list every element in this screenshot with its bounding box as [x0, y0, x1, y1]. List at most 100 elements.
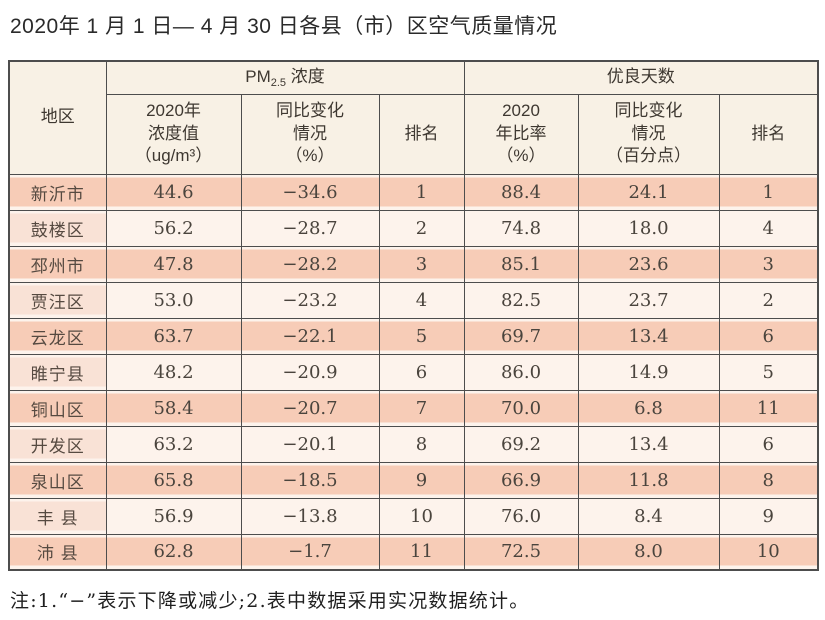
good-change-cell: 23.6 [577, 245, 720, 283]
good-ratio-cell: 85.1 [463, 245, 579, 283]
good-change-cell: 23.7 [577, 281, 720, 319]
pm-change-cell: −13.8 [240, 497, 380, 535]
pm-rank-cell: 10 [378, 497, 465, 535]
good-rank-cell: 6 [718, 425, 819, 463]
good-ratio-cell: 70.0 [463, 389, 579, 427]
table-row: 鼓楼区 56.2 −28.7 2 74.8 18.0 4 [8, 209, 819, 247]
pm-change-cell: −18.5 [240, 461, 380, 499]
table-body: 新沂市 44.6 −34.6 1 88.4 24.1 1 鼓楼区 56.2 −28.7 2 74.8 1… [8, 173, 819, 571]
footnote: 注:1.“−”表示下降或减少;2.表中数据采用实况数据统计。 [10, 590, 530, 612]
region-cell: 丰 县 [8, 497, 107, 535]
region-cell: 邳州市 [8, 245, 107, 283]
table-row: 铜山区 58.4 −20.7 7 70.0 6.8 11 [8, 389, 819, 427]
table-row: 睢宁县 48.2 −20.9 6 86.0 14.9 5 [8, 353, 819, 391]
pm-value-cell: 63.7 [105, 317, 242, 355]
pm-change-cell: −22.1 [240, 317, 380, 355]
pm-change-cell: −1.7 [240, 533, 380, 571]
pm-value-cell: 65.8 [105, 461, 242, 499]
good-change-cell: 6.8 [577, 389, 720, 427]
good-ratio-cell: 76.0 [463, 497, 579, 535]
pm-rank-cell: 11 [378, 533, 465, 571]
pm-value-cell: 53.0 [105, 281, 242, 319]
region-cell: 新沂市 [8, 173, 107, 211]
pm-value-cell: 56.2 [105, 209, 242, 247]
table-header: 地区 PM2.5 浓度 优良天数 2020年 浓度值 （ug/m³） 同比变化 … [8, 60, 819, 175]
good-rank-cell: 11 [718, 389, 819, 427]
region-cell: 沛 县 [8, 533, 107, 571]
pm-rank-cell: 1 [378, 173, 465, 211]
pm-value-cell: 56.9 [105, 497, 242, 535]
table-row: 沛 县 62.8 −1.7 11 72.5 8.0 10 [8, 533, 819, 571]
pm-change-cell: −34.6 [240, 173, 380, 211]
table-row: 新沂市 44.6 −34.6 1 88.4 24.1 1 [8, 173, 819, 211]
good-change-cell: 8.4 [577, 497, 720, 535]
region-cell: 鼓楼区 [8, 209, 107, 247]
good-change-cell: 11.8 [577, 461, 720, 499]
pm-rank-cell: 6 [378, 353, 465, 391]
region-cell: 开发区 [8, 425, 107, 463]
col-header-good-rank: 排名 [718, 93, 819, 175]
good-ratio-cell: 82.5 [463, 281, 579, 319]
pm-value-cell: 58.4 [105, 389, 242, 427]
good-ratio-cell: 86.0 [463, 353, 579, 391]
good-rank-cell: 3 [718, 245, 819, 283]
pm-change-cell: −20.1 [240, 425, 380, 463]
region-cell: 泉山区 [8, 461, 107, 499]
good-rank-cell: 5 [718, 353, 819, 391]
good-ratio-cell: 88.4 [463, 173, 579, 211]
pm-change-cell: −20.7 [240, 389, 380, 427]
header-group-row: 地区 PM2.5 浓度 优良天数 [8, 60, 819, 175]
pm-value-cell: 47.8 [105, 245, 242, 283]
pm-change-cell: −28.2 [240, 245, 380, 283]
table-row: 开发区 63.2 −20.1 8 69.2 13.4 6 [8, 425, 819, 463]
pm-rank-cell: 9 [378, 461, 465, 499]
pm-value-cell: 63.2 [105, 425, 242, 463]
pm-value-cell: 62.8 [105, 533, 242, 571]
good-rank-cell: 10 [718, 533, 819, 571]
good-rank-cell: 8 [718, 461, 819, 499]
col-header-pm-value: 2020年 浓度值 （ug/m³） [105, 93, 242, 175]
good-ratio-cell: 66.9 [463, 461, 579, 499]
pm-rank-cell: 4 [378, 281, 465, 319]
col-header-pm-rank: 排名 [378, 93, 465, 175]
col-group-pm25: PM2.5 浓度 [105, 60, 465, 95]
header-sub-row: 2020年 浓度值 （ug/m³） 同比变化 情况 （%） 排名 2020 年比… [9, 93, 819, 175]
region-cell: 铜山区 [8, 389, 107, 427]
good-change-cell: 24.1 [577, 173, 720, 211]
col-header-good-change: 同比变化 情况 （百分点） [577, 93, 720, 175]
pm-change-cell: −20.9 [240, 353, 380, 391]
good-rank-cell: 9 [718, 497, 819, 535]
table-row: 贾汪区 53.0 −23.2 4 82.5 23.7 2 [8, 281, 819, 319]
pm-rank-cell: 8 [378, 425, 465, 463]
table-row: 丰 县 56.9 −13.8 10 76.0 8.4 9 [8, 497, 819, 535]
region-cell: 贾汪区 [8, 281, 107, 319]
good-change-cell: 14.9 [577, 353, 720, 391]
good-change-cell: 13.4 [577, 425, 720, 463]
good-change-cell: 13.4 [577, 317, 720, 355]
col-header-pm-change: 同比变化 情况 （%） [240, 93, 380, 175]
good-rank-cell: 6 [718, 317, 819, 355]
col-header-region: 地区 [8, 60, 107, 175]
air-quality-table: 地区 PM2.5 浓度 优良天数 2020年 浓度值 （ug/m³） 同比变化 … [8, 60, 820, 571]
pm-rank-cell: 3 [378, 245, 465, 283]
good-ratio-cell: 74.8 [463, 209, 579, 247]
pm-rank-cell: 5 [378, 317, 465, 355]
pm25-label-subscript: 2.5 [270, 77, 287, 90]
table-row: 泉山区 65.8 −18.5 9 66.9 11.8 8 [8, 461, 819, 499]
pm-change-cell: −28.7 [240, 209, 380, 247]
col-header-good-ratio: 2020 年比率 （%） [463, 93, 579, 175]
pm-rank-cell: 2 [378, 209, 465, 247]
pm-change-cell: −23.2 [240, 281, 380, 319]
region-cell: 睢宁县 [8, 353, 107, 391]
col-group-good-days: 优良天数 [463, 60, 819, 95]
good-ratio-cell: 72.5 [463, 533, 579, 571]
good-rank-cell: 1 [718, 173, 819, 211]
pm-value-cell: 44.6 [105, 173, 242, 211]
good-change-cell: 8.0 [577, 533, 720, 571]
good-rank-cell: 2 [718, 281, 819, 319]
pm-rank-cell: 7 [378, 389, 465, 427]
pm25-label-suffix: 浓度 [286, 67, 325, 87]
page-title: 2020年 1 月 1 日— 4 月 30 日各县（市）区空气质量情况 [10, 15, 558, 38]
pm25-label-prefix: PM [245, 67, 271, 87]
